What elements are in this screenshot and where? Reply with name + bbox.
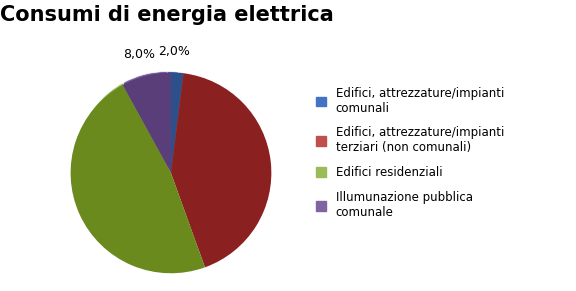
- Wedge shape: [123, 72, 167, 163]
- Wedge shape: [171, 73, 271, 267]
- Text: 8,0%: 8,0%: [123, 48, 156, 61]
- Wedge shape: [75, 83, 198, 254]
- Wedge shape: [167, 72, 259, 249]
- Wedge shape: [171, 72, 184, 173]
- Text: 42,5%: 42,5%: [200, 151, 240, 164]
- Wedge shape: [71, 85, 205, 273]
- Text: 47,5%: 47,5%: [98, 178, 139, 191]
- Text: 2,0%: 2,0%: [158, 45, 190, 58]
- Wedge shape: [167, 72, 179, 163]
- Title: Consumi di energia elettrica: Consumi di energia elettrica: [0, 6, 334, 26]
- Wedge shape: [123, 72, 171, 173]
- Legend: Edifici, attrezzature/impianti
comunali, Edifici, attrezzature/impianti
terziari: Edifici, attrezzature/impianti comunali,…: [316, 86, 504, 219]
